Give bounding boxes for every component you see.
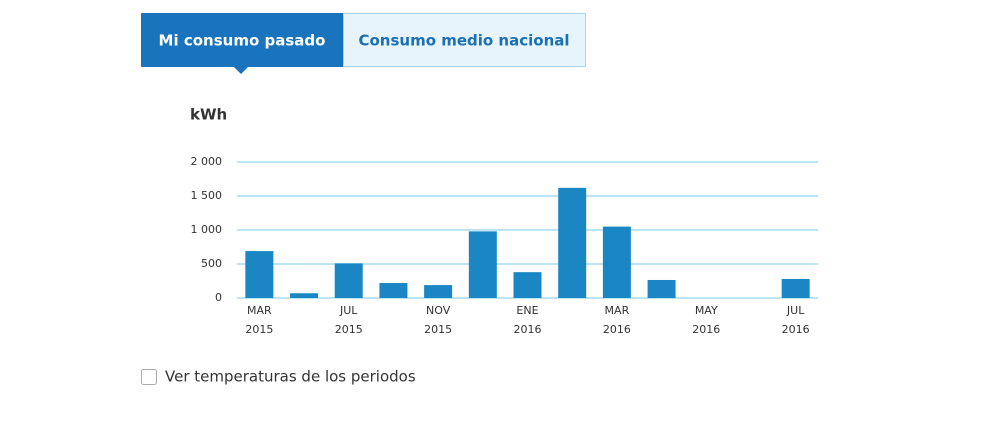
x-tick-label: JUL 2015 — [335, 304, 363, 336]
x-tick-label: NOV 2015 — [424, 304, 452, 336]
bar — [602, 226, 631, 298]
bar — [290, 293, 319, 298]
bar — [468, 231, 497, 298]
y-tick-label: 1 000 — [191, 223, 223, 236]
bar — [647, 279, 676, 298]
tab-label[interactable]: Mi consumo pasado — [159, 32, 326, 50]
y-tick-label: 2 000 — [191, 155, 223, 168]
bar — [334, 263, 363, 298]
tab-active[interactable] — [141, 13, 343, 67]
bar — [379, 283, 408, 298]
tab-pointer — [233, 66, 249, 74]
axis-label: kWh — [190, 106, 227, 124]
bar — [513, 272, 542, 298]
bar — [558, 187, 587, 298]
x-tick-label: MAY 2016 — [692, 304, 720, 336]
bar — [781, 278, 810, 298]
chart: 0 500 1 000 1 500 2 000 MAR 2015 JUL 2015 NOV 2015… — [191, 155, 818, 336]
x-tick-label: ENE 2016 — [514, 304, 542, 336]
y-tick-label: 500 — [201, 257, 222, 270]
bar — [245, 251, 274, 298]
x-tick-label: JUL 2016 — [782, 304, 810, 336]
checkbox-label[interactable]: Ver temperaturas de los periodos — [165, 368, 416, 386]
y-tick-label: 1 500 — [191, 189, 223, 202]
tab-inactive[interactable] — [343, 13, 586, 67]
tab-label[interactable]: Consumo medio nacional — [358, 32, 569, 50]
x-tick-label: MAR 2015 — [245, 304, 273, 336]
bar — [424, 285, 453, 298]
checkbox[interactable] — [141, 369, 157, 385]
y-tick-label: 0 — [215, 291, 222, 304]
x-tick-label: MAR 2016 — [603, 304, 631, 336]
